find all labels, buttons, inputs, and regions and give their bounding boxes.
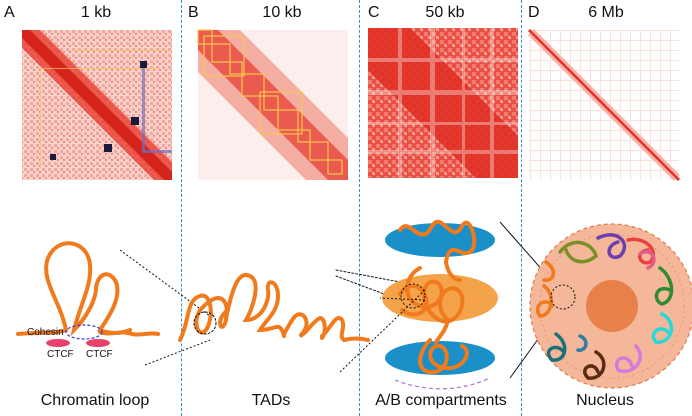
heatmap-1kb [22, 30, 172, 180]
tads-diagram [178, 269, 401, 343]
resolution-label-b: 10 kb [262, 4, 302, 21]
panel-letter-b: B [188, 4, 199, 21]
heatmap-6mb [527, 28, 681, 182]
heatmap-50kb [368, 28, 518, 178]
divider-bc [359, 0, 360, 416]
ctcf-label-right: CTCF [86, 349, 113, 360]
heatmap-10kb [197, 29, 348, 180]
nucleus-diagram [529, 223, 692, 389]
resolution-label-c: 50 kb [425, 4, 465, 21]
compartments-diagram [339, 219, 563, 390]
caption-nucleus: Nucleus [576, 392, 634, 409]
resolution-label-d: 6 Mb [588, 4, 624, 21]
ctcf-label-left: CTCF [47, 349, 74, 360]
panel-letter-d: D [528, 4, 540, 21]
resolution-label-a: 1 kb [80, 4, 112, 21]
caption-chromatin-loop: Chromatin loop [40, 392, 150, 409]
cohesin-label: Cohesin [27, 327, 64, 338]
caption-tads: TADs [251, 392, 291, 409]
divider-ab [181, 0, 182, 416]
caption-ab-compartments: A/B compartments [375, 392, 507, 409]
panel-letter-a: A [4, 4, 15, 21]
divider-cd [521, 0, 522, 416]
panel-letter-c: C [368, 4, 380, 21]
chromatin-loop-diagram [16, 241, 211, 366]
